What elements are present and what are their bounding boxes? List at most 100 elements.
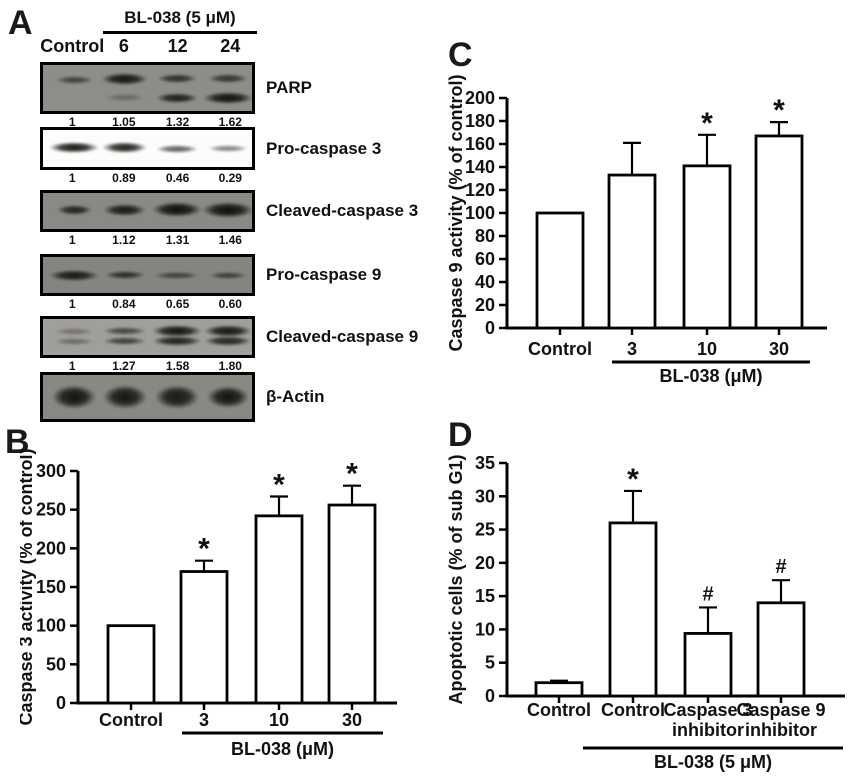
lane-label: Control [40, 36, 105, 56]
y-tick-label: 5 [485, 653, 495, 673]
y-tick-label: 50 [46, 654, 66, 674]
x-category-label: inhibitor [672, 720, 744, 740]
significance-marker: * [627, 463, 639, 496]
chart-b-svg: 0 50 100 150 200 250 300 Control * 3 * 10 * 30 BL-038 … [16, 448, 397, 759]
significance-marker: * [273, 469, 285, 502]
protein-band [204, 324, 252, 337]
protein-band [151, 202, 202, 218]
significance-marker: * [773, 94, 785, 127]
panel-b-letter: B [5, 423, 30, 461]
bar-caspase-3 [683, 632, 733, 698]
protein-band [151, 324, 202, 337]
bar-control [535, 211, 585, 330]
y-tick-label: 150 [36, 577, 66, 597]
protein-band [155, 93, 198, 104]
y-tick-label: 250 [36, 500, 66, 520]
x-category-label: Control [527, 700, 591, 720]
lane-label: 6 [118, 36, 129, 56]
lane-label: 12 [167, 36, 188, 56]
band-quantification-row: 1 1.12 1.31 1.46 [40, 233, 255, 247]
x-category-label: Control [601, 700, 665, 720]
protein-band [104, 93, 145, 101]
y-axis-title: Caspase 9 activity (% of control) [446, 74, 466, 351]
significance-marker: * [198, 533, 210, 566]
y-tick-label: 20 [475, 553, 495, 573]
y-tick-label: 30 [475, 486, 495, 506]
band-quantification-value: 1.31 [165, 233, 190, 247]
significance-marker: # [702, 583, 713, 605]
significance-marker: # [775, 556, 786, 578]
band-quantification-value: 0.60 [218, 297, 242, 311]
y-tick-label: 20 [475, 295, 495, 315]
blot-name-label: Pro-caspase 3 [266, 138, 382, 158]
y-tick-label: 25 [475, 520, 495, 540]
band-quantification-value: 0.46 [165, 171, 190, 185]
band-quantification-value: 1.27 [112, 359, 136, 373]
blot-name-label: Cleaved-caspase 3 [266, 201, 419, 220]
x-category-label: inhibitor [745, 720, 817, 740]
y-tick-label: 35 [475, 453, 495, 473]
bar-control [106, 624, 156, 705]
caspase3-activity-chart: 0 50 100 150 200 250 300 Control * 3 * 10 * 30 BL-038 … [16, 440, 420, 780]
protein-band [102, 142, 147, 154]
panel-a-letter: A [8, 4, 33, 42]
band-quantification-value: 1.62 [218, 115, 242, 129]
bar-10 [254, 514, 304, 705]
y-tick-label: 15 [475, 586, 495, 606]
y-tick-label: 160 [465, 134, 495, 154]
lane-labels: Control 6 12 24 [40, 36, 255, 56]
protein-band [207, 74, 248, 84]
lane-label: 24 [220, 36, 241, 56]
band-quantification-value: 0.84 [112, 297, 136, 311]
y-tick-label: 300 [36, 461, 66, 481]
band-quantification-row: 1 1.05 1.32 1.62 [40, 115, 255, 129]
y-tick-label: 60 [475, 249, 495, 269]
significance-marker: * [346, 458, 358, 491]
y-tick-label: 10 [475, 619, 495, 639]
protein-band [206, 386, 250, 408]
protein-band [100, 72, 149, 85]
y-tick-label: 200 [36, 538, 66, 558]
x-category-label: 10 [269, 710, 289, 730]
protein-band [49, 142, 100, 154]
blot-pro-caspase-9 [40, 254, 255, 296]
y-tick-label: 140 [465, 157, 495, 177]
blot-cleaved-caspase-3 [40, 190, 255, 232]
protein-band [103, 327, 146, 336]
y-tick-label: 100 [465, 203, 495, 223]
y-tick-label: 40 [475, 272, 495, 292]
x-category-label: Caspase 9 [736, 700, 825, 720]
band-quantification-value: 1.12 [112, 233, 136, 247]
bar-control [534, 681, 584, 698]
blot-pro-caspase-3 [40, 127, 255, 170]
band-quantification-value: 1.80 [218, 359, 242, 373]
band-quantification-value: 1 [68, 233, 76, 247]
x-category-label: 3 [199, 710, 209, 730]
x-category-label: Control [99, 710, 163, 730]
bar-30 [327, 503, 377, 705]
protein-band [202, 92, 252, 105]
y-tick-label: 180 [465, 111, 495, 131]
blot-name-label: PARP [266, 78, 312, 97]
protein-band [103, 203, 146, 216]
bar-10 [682, 164, 732, 330]
band-quantification-value: 1 [68, 171, 76, 185]
x-category-label: Caspase 3 [663, 700, 752, 720]
y-tick-label: 0 [485, 318, 495, 338]
protein-band [55, 76, 94, 85]
bar-caspase-9 [756, 601, 806, 698]
protein-band [154, 272, 200, 280]
blot-name-label: β-Actin [266, 387, 325, 406]
blot-cleaved-caspase-9 [40, 316, 255, 358]
y-axis-title: Apoptotic cells (% of sub G1) [446, 454, 466, 704]
x-category-label: 10 [697, 339, 717, 359]
protein-band [154, 385, 199, 409]
group-label: BL-038 (5 μM) [654, 752, 772, 772]
panel-d-letter: D [448, 416, 473, 454]
band-quantification-value: 1 [68, 359, 76, 373]
y-tick-label: 100 [36, 616, 66, 636]
x-category-label: Control [528, 339, 592, 359]
band-quantification-value: 0.89 [112, 171, 136, 185]
